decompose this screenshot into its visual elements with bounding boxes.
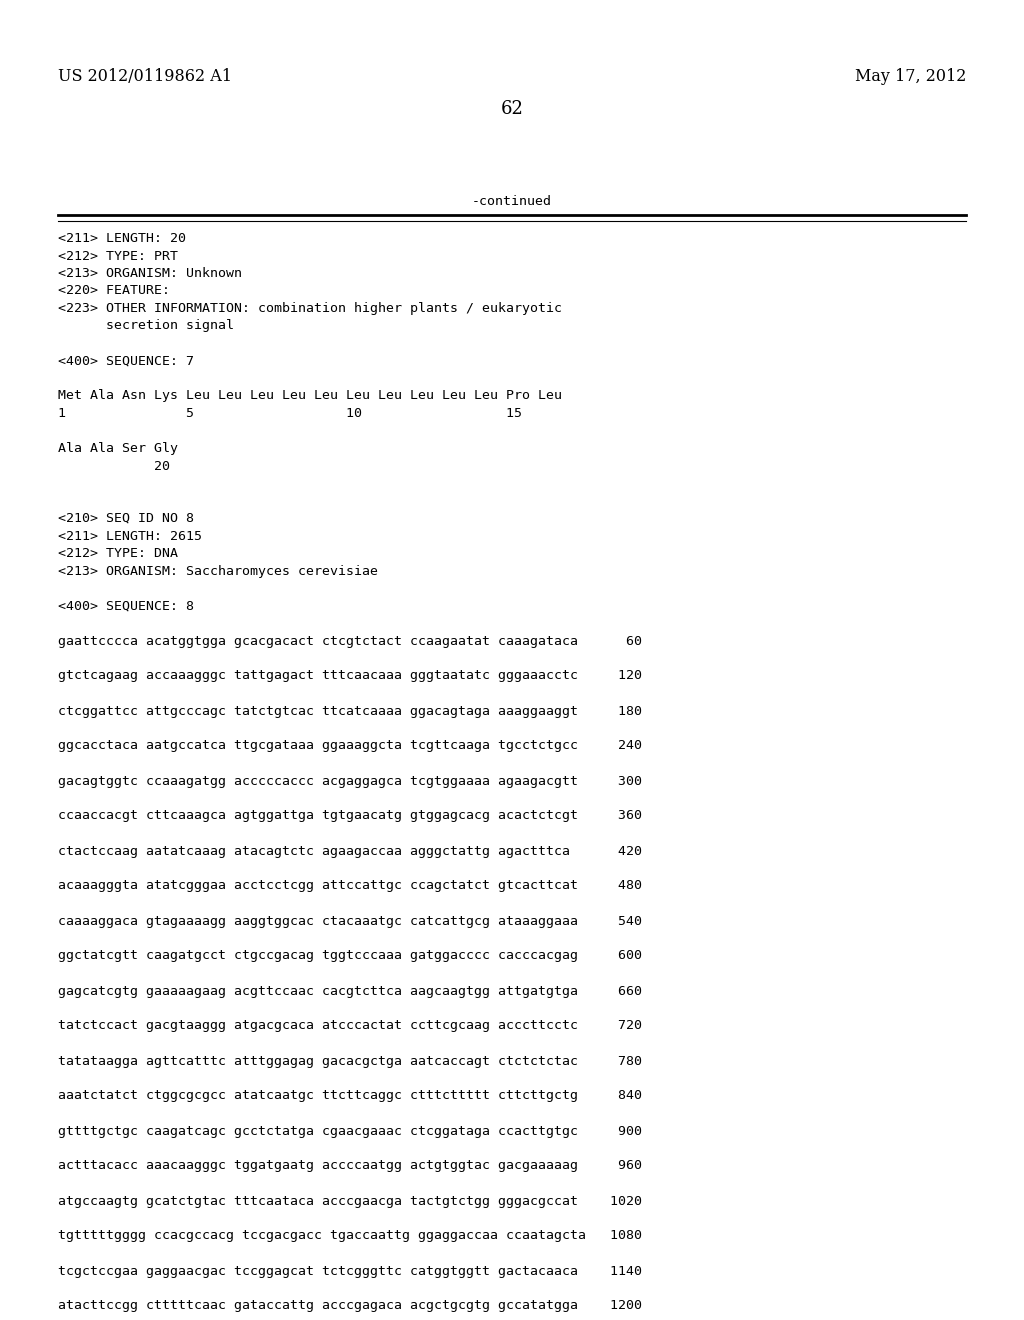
Text: May 17, 2012: May 17, 2012 <box>855 69 966 84</box>
Text: aaatctatct ctggcgcgcc atatcaatgc ttcttcaggc ctttcttttt cttcttgctg     840: aaatctatct ctggcgcgcc atatcaatgc ttcttca… <box>58 1089 642 1102</box>
Text: <210> SEQ ID NO 8: <210> SEQ ID NO 8 <box>58 512 194 525</box>
Text: ggctatcgtt caagatgcct ctgccgacag tggtcccaaa gatggacccc cacccacgag     600: ggctatcgtt caagatgcct ctgccgacag tggtccc… <box>58 949 642 962</box>
Text: Ala Ala Ser Gly: Ala Ala Ser Gly <box>58 442 178 455</box>
Text: ctcggattcc attgcccagc tatctgtcac ttcatcaaaa ggacagtaga aaaggaaggt     180: ctcggattcc attgcccagc tatctgtcac ttcatca… <box>58 705 642 718</box>
Text: ccaaccacgt cttcaaagca agtggattga tgtgaacatg gtggagcacg acactctcgt     360: ccaaccacgt cttcaaagca agtggattga tgtgaac… <box>58 809 642 822</box>
Text: gagcatcgtg gaaaaagaag acgttccaac cacgtcttca aagcaagtgg attgatgtga     660: gagcatcgtg gaaaaagaag acgttccaac cacgtct… <box>58 985 642 998</box>
Text: acaaagggta atatcgggaa acctcctcgg attccattgc ccagctatct gtcacttcat     480: acaaagggta atatcgggaa acctcctcgg attccat… <box>58 879 642 892</box>
Text: tgtttttgggg ccacgccacg tccgacgacc tgaccaattg ggaggaccaa ccaatagcta   1080: tgtttttgggg ccacgccacg tccgacgacc tgacca… <box>58 1229 642 1242</box>
Text: tatataagga agttcatttc atttggagag gacacgctga aatcaccagt ctctctctac     780: tatataagga agttcatttc atttggagag gacacgc… <box>58 1055 642 1068</box>
Text: <213> ORGANISM: Unknown: <213> ORGANISM: Unknown <box>58 267 242 280</box>
Text: US 2012/0119862 A1: US 2012/0119862 A1 <box>58 69 232 84</box>
Text: <220> FEATURE:: <220> FEATURE: <box>58 285 170 297</box>
Text: <223> OTHER INFORMATION: combination higher plants / eukaryotic: <223> OTHER INFORMATION: combination hig… <box>58 302 562 315</box>
Text: atacttccgg ctttttcaac gataccattg acccgagaca acgctgcgtg gccatatgga    1200: atacttccgg ctttttcaac gataccattg acccgag… <box>58 1299 642 1312</box>
Text: tcgctccgaa gaggaacgac tccggagcat tctcgggttc catggtggtt gactacaaca    1140: tcgctccgaa gaggaacgac tccggagcat tctcggg… <box>58 1265 642 1278</box>
Text: <400> SEQUENCE: 8: <400> SEQUENCE: 8 <box>58 599 194 612</box>
Text: actttacacc aaacaagggc tggatgaatg accccaatgg actgtggtac gacgaaaaag     960: actttacacc aaacaagggc tggatgaatg accccaa… <box>58 1159 642 1172</box>
Text: tatctccact gacgtaaggg atgacgcaca atcccactat ccttcgcaag acccttcctc     720: tatctccact gacgtaaggg atgacgcaca atcccac… <box>58 1019 642 1032</box>
Text: <211> LENGTH: 20: <211> LENGTH: 20 <box>58 232 186 246</box>
Text: <212> TYPE: DNA: <212> TYPE: DNA <box>58 546 178 560</box>
Text: -continued: -continued <box>472 195 552 209</box>
Text: 1               5                   10                  15: 1 5 10 15 <box>58 407 522 420</box>
Text: ctactccaag aatatcaaag atacagtctc agaagaccaa agggctattg agactttca      420: ctactccaag aatatcaaag atacagtctc agaagac… <box>58 845 642 858</box>
Text: gttttgctgc caagatcagc gcctctatga cgaacgaaac ctcggataga ccacttgtgc     900: gttttgctgc caagatcagc gcctctatga cgaacga… <box>58 1125 642 1138</box>
Text: ggcacctaca aatgccatca ttgcgataaa ggaaaggcta tcgttcaaga tgcctctgcc     240: ggcacctaca aatgccatca ttgcgataaa ggaaagg… <box>58 739 642 752</box>
Text: caaaaggaca gtagaaaagg aaggtggcac ctacaaatgc catcattgcg ataaaggaaa     540: caaaaggaca gtagaaaagg aaggtggcac ctacaaa… <box>58 915 642 928</box>
Text: <213> ORGANISM: Saccharomyces cerevisiae: <213> ORGANISM: Saccharomyces cerevisiae <box>58 565 378 578</box>
Text: <400> SEQUENCE: 7: <400> SEQUENCE: 7 <box>58 355 194 367</box>
Text: gaattcccca acatggtgga gcacgacact ctcgtctact ccaagaatat caaagataca      60: gaattcccca acatggtgga gcacgacact ctcgtct… <box>58 635 642 648</box>
Text: gtctcagaag accaaagggc tattgagact tttcaacaaa gggtaatatc gggaaacctc     120: gtctcagaag accaaagggc tattgagact tttcaac… <box>58 669 642 682</box>
Text: atgccaagtg gcatctgtac tttcaataca acccgaacga tactgtctgg gggacgccat    1020: atgccaagtg gcatctgtac tttcaataca acccgaa… <box>58 1195 642 1208</box>
Text: <211> LENGTH: 2615: <211> LENGTH: 2615 <box>58 529 202 543</box>
Text: 20: 20 <box>58 459 170 473</box>
Text: <212> TYPE: PRT: <212> TYPE: PRT <box>58 249 178 263</box>
Text: gacagtggtc ccaaagatgg acccccaccc acgaggagca tcgtggaaaa agaagacgtt     300: gacagtggtc ccaaagatgg acccccaccc acgagga… <box>58 775 642 788</box>
Text: secretion signal: secretion signal <box>58 319 234 333</box>
Text: Met Ala Asn Lys Leu Leu Leu Leu Leu Leu Leu Leu Leu Leu Pro Leu: Met Ala Asn Lys Leu Leu Leu Leu Leu Leu … <box>58 389 562 403</box>
Text: 62: 62 <box>501 100 523 117</box>
